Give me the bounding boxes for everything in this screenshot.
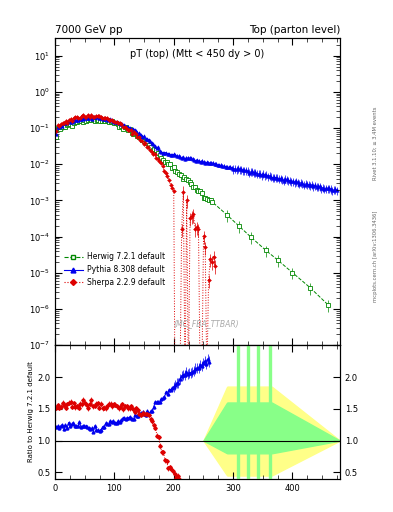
Text: mcplots.cern.ch [arXiv:1306.3436]: mcplots.cern.ch [arXiv:1306.3436]: [373, 210, 378, 302]
Text: (MC_FBA_TTBAR): (MC_FBA_TTBAR): [173, 319, 239, 328]
Text: Rivet 3.1.10; ≥ 3.4M events: Rivet 3.1.10; ≥ 3.4M events: [373, 106, 378, 180]
Legend: Herwig 7.2.1 default, Pythia 8.308 default, Sherpa 2.2.9 default: Herwig 7.2.1 default, Pythia 8.308 defau…: [61, 249, 168, 290]
Text: pT (top) (Mtt < 450 dy > 0): pT (top) (Mtt < 450 dy > 0): [130, 49, 264, 59]
Text: 7000 GeV pp: 7000 GeV pp: [55, 25, 123, 35]
Text: Top (parton level): Top (parton level): [248, 25, 340, 35]
Y-axis label: Ratio to Herwig 7.2.1 default: Ratio to Herwig 7.2.1 default: [28, 361, 34, 462]
